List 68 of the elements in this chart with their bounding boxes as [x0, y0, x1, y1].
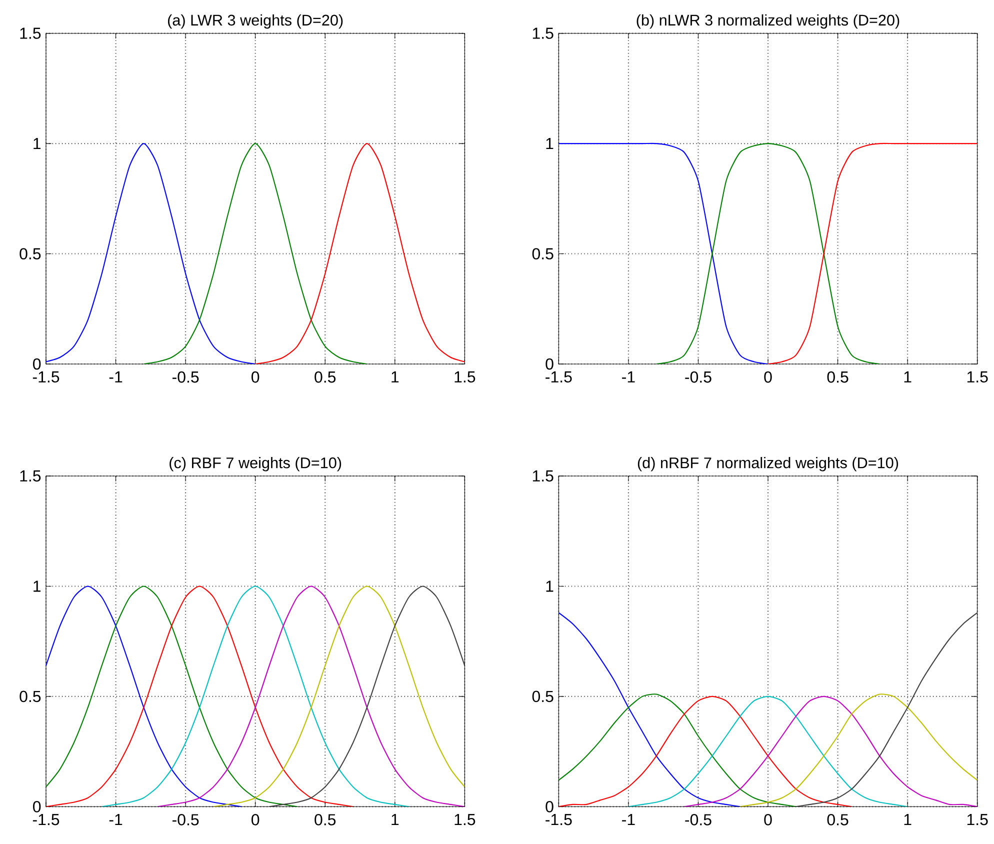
y-tick-label: 1.5 [20, 28, 41, 39]
line-series [558, 696, 852, 807]
x-tick-label: 0.5 [827, 371, 848, 383]
x-tick-label: 1 [392, 371, 399, 382]
x-tick-label: 1 [904, 814, 912, 826]
chart-title: (d) nRBF 7 normalized weights (D=10) [638, 457, 898, 472]
x-tick-label: 1.5 [967, 371, 988, 383]
x-tick-label: -1 [109, 371, 122, 382]
x-tick-label: 0 [764, 371, 772, 383]
line-series [46, 143, 256, 364]
y-tick-label: 0.5 [20, 690, 41, 702]
y-tick-label: 1.5 [532, 470, 554, 482]
line-series [767, 142, 978, 364]
y-tick-label: 1 [546, 138, 554, 150]
line-series [212, 586, 465, 807]
x-tick-label: 1 [904, 371, 912, 382]
x-tick-label: -1 [622, 371, 635, 382]
x-tick-label: 0 [764, 814, 772, 826]
chart-title: (c) RBF 7 weights (D=10) [170, 457, 342, 472]
x-tick-label: 1.5 [454, 814, 476, 826]
x-tick-label: 0.5 [314, 371, 336, 383]
line-series [684, 696, 978, 807]
y-tick-label: 1.5 [532, 28, 554, 39]
x-tick-label: -0.5 [685, 371, 712, 383]
y-tick-label: 0 [546, 801, 554, 812]
x-tick-label: 1.5 [454, 371, 476, 383]
x-tick-label: -1 [622, 814, 635, 826]
x-tick-label: 1.5 [967, 814, 988, 826]
x-tick-label: 0 [252, 371, 260, 383]
line-series [157, 586, 465, 807]
y-tick-label: 1 [34, 138, 41, 150]
y-tick-label: 0.5 [20, 248, 41, 260]
line-series [558, 142, 769, 364]
line-series [558, 694, 796, 807]
x-tick-label: -1 [109, 814, 122, 826]
y-tick-label: 0.5 [532, 690, 554, 702]
line-series [268, 586, 465, 807]
y-tick-label: 1 [34, 580, 41, 592]
line-series [46, 586, 242, 807]
x-tick-label: -1.5 [546, 371, 572, 383]
y-tick-label: 1.5 [20, 470, 41, 482]
chart-title: (b) nLWR 3 normalized weights (D=20) [636, 14, 900, 29]
y-tick-label: 0.5 [532, 248, 554, 260]
line-series [656, 143, 880, 364]
chart-title: (a) LWR 3 weights (D=20) [168, 14, 343, 29]
line-series [46, 586, 354, 807]
y-tick-label: 1 [546, 580, 554, 592]
line-series [795, 612, 978, 807]
line-series [101, 586, 410, 807]
x-tick-label: 0.5 [827, 814, 848, 826]
line-series [254, 143, 465, 364]
line-series [628, 696, 908, 807]
x-tick-label: -1.5 [32, 371, 60, 383]
y-tick-label: 0 [33, 358, 41, 370]
line-series [143, 143, 368, 364]
x-tick-label: 0 [252, 814, 260, 826]
x-tick-label: 1 [392, 814, 399, 826]
x-tick-label: -0.5 [172, 371, 199, 383]
x-tick-label: -1.5 [32, 814, 60, 826]
line-series [46, 586, 298, 807]
y-tick-label: 0 [33, 801, 41, 812]
line-series [558, 612, 741, 807]
x-tick-label: -0.5 [685, 814, 712, 826]
line-series [740, 694, 978, 807]
x-tick-label: -0.5 [172, 814, 199, 826]
y-tick-label: 0 [546, 358, 554, 370]
x-tick-label: -1.5 [546, 814, 572, 826]
x-tick-label: 0.5 [314, 814, 336, 826]
